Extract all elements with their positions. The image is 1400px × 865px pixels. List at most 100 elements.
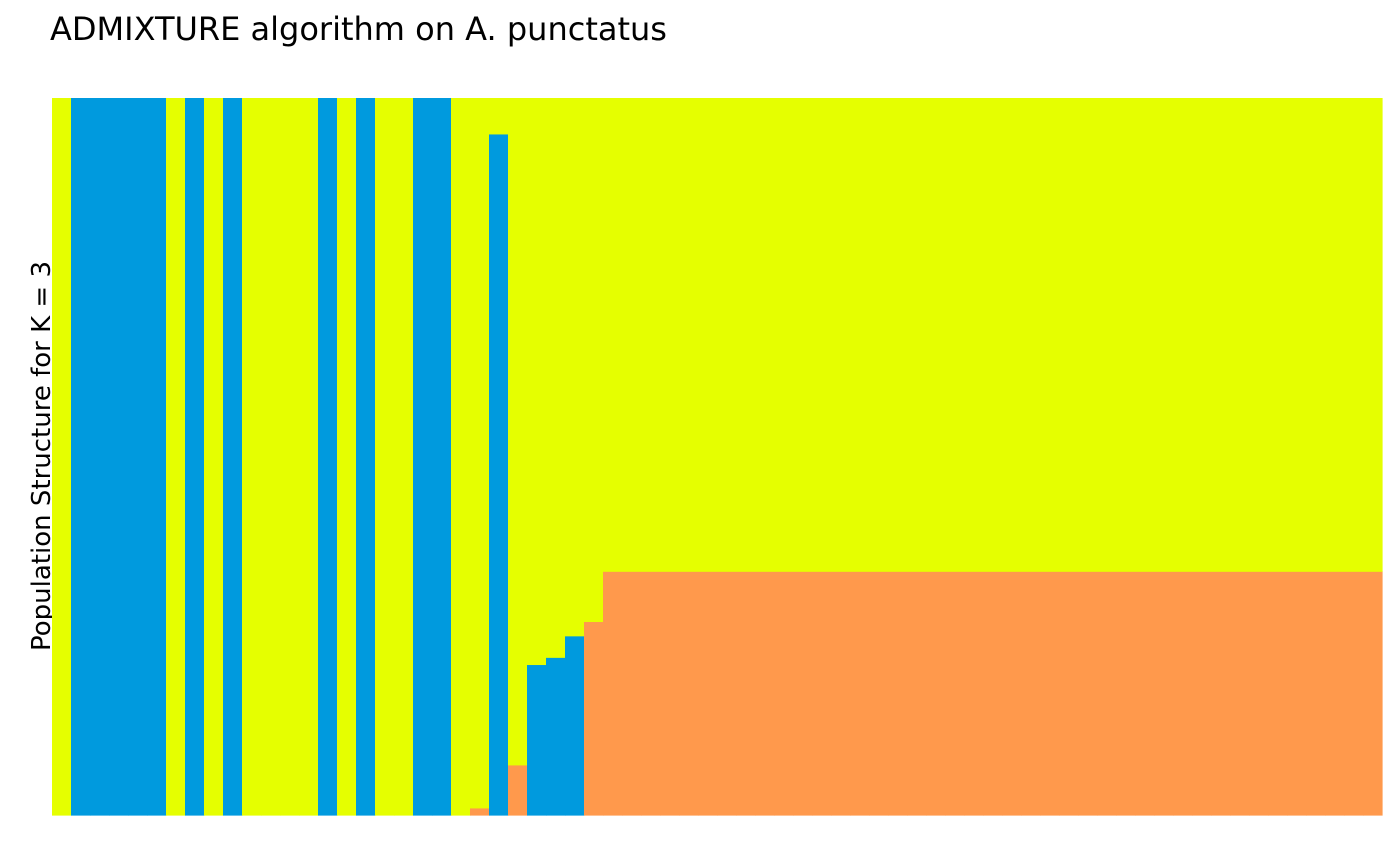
bar-29-segment-3: [584, 98, 604, 623]
bar-37-segment-1: [736, 571, 756, 816]
bar-38-segment-3: [755, 98, 775, 572]
bar-49-segment-3: [964, 98, 984, 572]
bar-11-segment-3: [242, 98, 262, 816]
bar-36-segment-3: [717, 98, 737, 572]
bar-47-segment-1: [926, 571, 946, 816]
bar-3-segment-2: [90, 98, 110, 816]
bar-40-segment-3: [793, 98, 813, 572]
bar-8-segment-2: [185, 98, 205, 816]
bar-28-segment-3: [565, 98, 585, 637]
bar-65-segment-3: [1268, 98, 1288, 572]
bar-62-segment-3: [1211, 98, 1231, 572]
bar-55-segment-1: [1078, 571, 1098, 816]
bar-51-segment-1: [1002, 571, 1022, 816]
bar-16-segment-3: [337, 98, 357, 816]
bar-48-segment-1: [945, 571, 965, 816]
bar-32-segment-1: [641, 571, 661, 816]
bar-57-segment-1: [1116, 571, 1136, 816]
bar-41-segment-1: [812, 571, 832, 816]
bar-64-segment-3: [1249, 98, 1269, 572]
bar-59-segment-3: [1154, 98, 1174, 572]
bar-9-segment-3: [204, 98, 224, 816]
bar-23-segment-3: [470, 98, 490, 809]
chart-title: ADMIXTURE algorithm on A. punctatus: [50, 10, 667, 48]
bar-70-segment-1: [1363, 571, 1383, 816]
bar-54-segment-3: [1059, 98, 1079, 572]
bar-55-segment-3: [1078, 98, 1098, 572]
bar-51-segment-3: [1002, 98, 1022, 572]
bar-42-segment-1: [831, 571, 851, 816]
bar-41-segment-3: [812, 98, 832, 572]
bar-62-segment-1: [1211, 571, 1231, 816]
bar-13-segment-3: [280, 98, 300, 816]
bar-68-segment-1: [1325, 571, 1345, 816]
bar-26-segment-3: [527, 98, 547, 666]
bar-66-segment-3: [1287, 98, 1307, 572]
bar-30-segment-1: [603, 571, 623, 816]
bar-50-segment-1: [983, 571, 1003, 816]
bar-58-segment-3: [1135, 98, 1155, 572]
bar-25-segment-1: [508, 764, 528, 816]
bar-1-segment-3: [52, 98, 72, 816]
bar-2-segment-2: [71, 98, 91, 816]
bar-40-segment-1: [793, 571, 813, 816]
bar-30-segment-3: [603, 98, 623, 572]
bar-54-segment-1: [1059, 571, 1079, 816]
bar-64-segment-1: [1249, 571, 1269, 816]
bar-17-segment-2: [356, 98, 376, 816]
bar-10-segment-2: [223, 98, 243, 816]
bar-20-segment-2: [413, 98, 433, 816]
bar-33-segment-1: [660, 571, 680, 816]
bar-24-segment-2: [489, 133, 509, 816]
bar-35-segment-1: [698, 571, 718, 816]
bar-18-segment-3: [375, 98, 395, 816]
bar-66-segment-1: [1287, 571, 1307, 816]
bar-6-segment-2: [147, 98, 167, 816]
bar-39-segment-1: [774, 571, 794, 816]
bar-34-segment-3: [679, 98, 699, 572]
bar-69-segment-1: [1344, 571, 1364, 816]
bar-60-segment-1: [1173, 571, 1193, 816]
bar-27-segment-3: [546, 98, 566, 658]
bar-32-segment-3: [641, 98, 661, 572]
bar-65-segment-1: [1268, 571, 1288, 816]
bar-25-segment-3: [508, 98, 528, 766]
bar-56-segment-1: [1097, 571, 1117, 816]
bar-63-segment-3: [1230, 98, 1250, 572]
bar-68-segment-3: [1325, 98, 1345, 572]
bar-43-segment-1: [850, 571, 870, 816]
bar-53-segment-1: [1040, 571, 1060, 816]
bar-67-segment-3: [1306, 98, 1326, 572]
bar-37-segment-3: [736, 98, 756, 572]
bar-50-segment-3: [983, 98, 1003, 572]
bar-27-segment-2: [546, 657, 566, 816]
bar-33-segment-3: [660, 98, 680, 572]
bar-14-segment-3: [299, 98, 319, 816]
bar-45-segment-3: [888, 98, 908, 572]
bar-45-segment-1: [888, 571, 908, 816]
bar-26-segment-2: [527, 664, 547, 816]
bar-63-segment-1: [1230, 571, 1250, 816]
bar-56-segment-3: [1097, 98, 1117, 572]
bar-52-segment-1: [1021, 571, 1041, 816]
bar-60-segment-3: [1173, 98, 1193, 572]
bar-70-segment-3: [1363, 98, 1383, 572]
bar-31-segment-1: [622, 571, 642, 816]
bar-42-segment-3: [831, 98, 851, 572]
bar-12-segment-3: [261, 98, 281, 816]
bar-21-segment-2: [432, 98, 452, 816]
bar-35-segment-3: [698, 98, 718, 572]
bar-22-segment-3: [451, 98, 471, 816]
bar-47-segment-3: [926, 98, 946, 572]
bar-48-segment-3: [945, 98, 965, 572]
bar-7-segment-3: [166, 98, 186, 816]
bar-53-segment-3: [1040, 98, 1060, 572]
bar-29-segment-1: [584, 621, 604, 816]
bar-61-segment-3: [1192, 98, 1212, 572]
bar-69-segment-3: [1344, 98, 1364, 572]
bar-31-segment-3: [622, 98, 642, 572]
bar-67-segment-1: [1306, 571, 1326, 816]
bar-4-segment-2: [109, 98, 129, 816]
bar-57-segment-3: [1116, 98, 1136, 572]
